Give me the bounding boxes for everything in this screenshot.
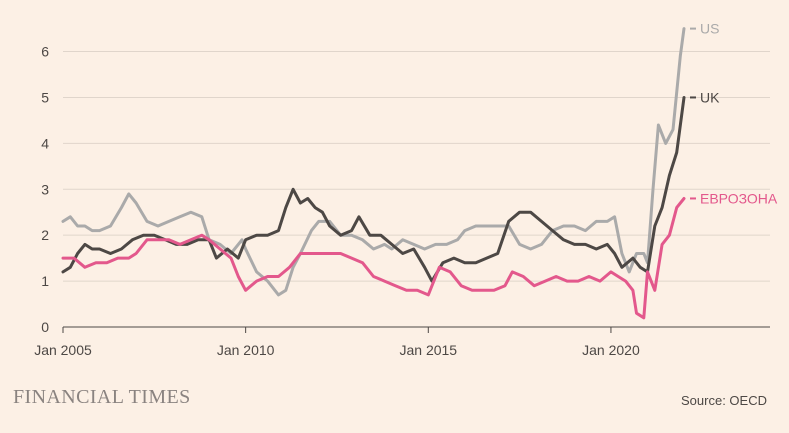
x-tick-label: Jan 2010 (217, 342, 275, 358)
line-chart: 0 1 2 3 4 5 6 Jan 2005 Jan 2010 Jan 2015 Jan 2020… (34, 21, 778, 358)
series-lines (61, 27, 686, 320)
x-tick-label: Jan 2020 (582, 342, 640, 358)
x-tick-label: Jan 2005 (34, 342, 92, 358)
y-tick-label: 5 (41, 89, 49, 105)
series-line-еврозона (61, 197, 686, 320)
series-line-us (61, 27, 686, 297)
x-axis: Jan 2005 Jan 2010 Jan 2015 Jan 2020 (34, 327, 640, 358)
y-tick-label: 2 (41, 227, 49, 243)
series-labels: US UK ЕВРОЗОНА (690, 21, 778, 206)
y-tick-label: 6 (41, 44, 49, 60)
y-axis: 0 1 2 3 4 5 6 (41, 44, 49, 335)
source-note: Source: OECD (681, 393, 767, 408)
series-label: US (700, 21, 719, 37)
x-tick-label: Jan 2015 (399, 342, 457, 358)
y-tick-label: 0 (41, 319, 49, 335)
publisher-logo: FINANCIAL TIMES (13, 386, 191, 408)
y-tick-label: 1 (41, 273, 49, 289)
series-label: ЕВРОЗОНА (700, 190, 778, 206)
y-tick-label: 4 (41, 135, 49, 151)
grid-lines (63, 51, 770, 328)
y-tick-label: 3 (41, 181, 49, 197)
series-label: UK (700, 89, 720, 105)
